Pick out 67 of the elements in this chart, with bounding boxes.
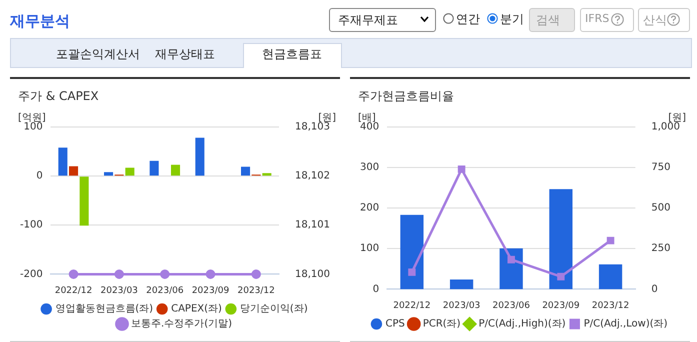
- chart-title: 주가현금흐름비율: [358, 88, 454, 105]
- bar: [195, 138, 204, 176]
- text: 재무상태표: [155, 46, 215, 63]
- y2-tick-label: 250: [651, 243, 670, 254]
- y-tick-label: 200: [360, 202, 380, 214]
- text: 연간: [456, 11, 480, 28]
- chart-title: 주가 & CAPEX: [18, 88, 99, 105]
- legend-label: P/C(Adj.,Low)(좌): [584, 318, 668, 330]
- bar: [80, 176, 89, 226]
- y2-tick-label: 750: [651, 162, 670, 174]
- y-tick-label: 0: [372, 284, 380, 295]
- y2-tick-label: 18,103: [295, 122, 330, 133]
- y2-tick-label: 0: [651, 284, 658, 295]
- text: 현금흐름표: [262, 46, 322, 63]
- point: [408, 268, 416, 276]
- text: 검색: [536, 12, 560, 29]
- y2-tick-label: 18,100: [295, 268, 330, 280]
- legend-label: PCR(좌): [422, 318, 461, 330]
- y-tick-label: -100: [20, 220, 43, 231]
- legend-label: CPS: [385, 318, 405, 330]
- y-tick-label: 100: [360, 243, 380, 254]
- x-tick-label: 2023/06: [146, 286, 184, 296]
- point: [508, 256, 515, 264]
- text: 주재무제표: [338, 12, 398, 29]
- x-tick-label: 2022/12: [54, 286, 92, 296]
- text: 재무분석: [10, 12, 70, 31]
- bar: [150, 160, 159, 176]
- y-tick-label: 100: [24, 122, 43, 133]
- legend-label: CAPEX(좌): [171, 304, 222, 315]
- bar: [598, 264, 622, 290]
- bar: [400, 214, 424, 290]
- bar: [262, 173, 272, 176]
- y2-tick-label: 1,000: [651, 122, 680, 133]
- x-tick-label: 2023/06: [492, 300, 530, 311]
- text: 산식: [643, 12, 667, 29]
- legend-label: 영업활동현금흐름(좌): [55, 304, 154, 315]
- x-tick-label: 2023/09: [192, 286, 230, 296]
- y2-tick-label: 500: [651, 202, 670, 214]
- x-tick-label: 2023/12: [592, 300, 630, 311]
- bar: [125, 168, 134, 176]
- x-tick-label: 2023/03: [100, 286, 138, 296]
- bar: [104, 172, 114, 176]
- y2-tick-label: 18,101: [295, 220, 330, 231]
- bar: [450, 279, 474, 290]
- y-tick-label: 0: [36, 170, 43, 182]
- legend-label: P/C(Adj.,High)(좌): [478, 318, 566, 330]
- legend-label: 보통주.수정주가(기말): [131, 318, 232, 330]
- x-tick-label: 2023/12: [237, 286, 275, 296]
- bar: [170, 164, 180, 176]
- point: [557, 272, 565, 280]
- y-tick-label: -200: [20, 268, 43, 280]
- text: IFRS: [585, 12, 610, 25]
- bar: [58, 148, 68, 176]
- x-tick-label: 2023/03: [442, 300, 480, 311]
- point: [606, 236, 614, 244]
- y-tick-label: 300: [360, 162, 380, 174]
- y2-tick-label: 18,102: [295, 170, 330, 182]
- bar: [240, 166, 250, 176]
- bar: [69, 166, 78, 176]
- y-tick-label: 400: [360, 122, 380, 133]
- text: 분기: [500, 11, 524, 28]
- point: [458, 165, 466, 173]
- legend-label: 당기순이익(좌): [240, 304, 308, 315]
- bar: [549, 189, 572, 290]
- x-tick-label: 2023/09: [542, 300, 580, 311]
- text: 포괄손익계산서: [56, 46, 140, 63]
- x-tick-label: 2022/12: [393, 300, 431, 311]
